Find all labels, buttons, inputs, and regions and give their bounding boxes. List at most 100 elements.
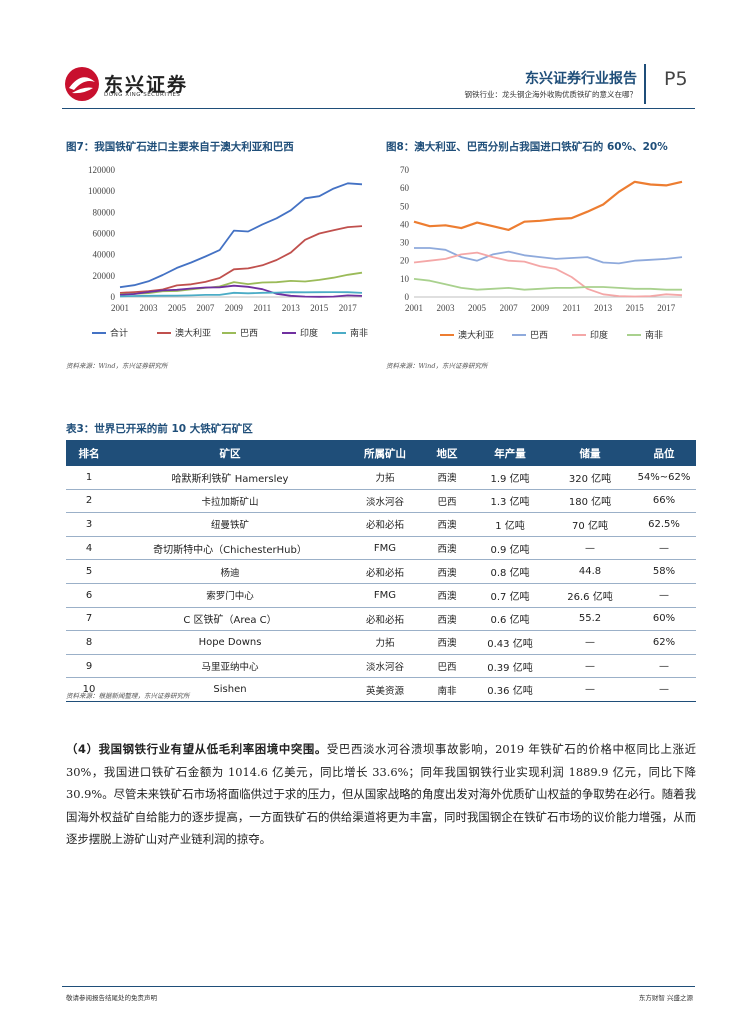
table-cell: 0.7 亿吨: [472, 583, 548, 608]
table-cell: 卡拉加斯矿山: [112, 489, 348, 514]
series-line-fig8-3: [413, 278, 682, 291]
table-row: 4 奇切斯特中心（ChichesterHub） FMG 西澳 0.9 亿吨 — —: [66, 536, 696, 561]
table-cell: 巴西: [422, 489, 472, 514]
table-cell: 西澳: [422, 559, 472, 584]
table-cell: 奇切斯特中心（ChichesterHub）: [112, 536, 348, 561]
legend-label: 巴西: [530, 330, 548, 341]
table-cell: —: [548, 630, 632, 655]
table-cell: 必和必拓: [348, 512, 422, 537]
x-tick-label: 2009: [531, 303, 550, 313]
y-tick-label: 0: [405, 292, 410, 302]
x-tick-label: 2009: [225, 303, 244, 313]
table-cell: 2: [66, 489, 112, 514]
y-tick-label: 30: [400, 238, 410, 248]
legend-label: 印度: [590, 329, 608, 341]
table-cell: 巴西: [422, 654, 472, 679]
table-cell: 英美资源: [348, 677, 422, 702]
x-tick-label: 2017: [657, 303, 676, 313]
table-row: 5 杨迪 必和必拓 西澳 0.8 亿吨 44.8 58%: [66, 559, 696, 584]
chart-fig8: 0 10 20 30 40 50 60 70 2001 2003 2005 2007 2009 2011 2…: [400, 165, 683, 341]
header-divider: [62, 108, 695, 109]
table-cell: 纽曼铁矿: [112, 512, 348, 537]
company-logo-icon: [65, 67, 99, 101]
legend-label: 南非: [645, 329, 663, 341]
table-cell: C 区铁矿（Area C）: [112, 607, 348, 632]
table-cell: 西澳: [422, 512, 472, 537]
table-cell: 60%: [632, 607, 696, 632]
table-cell: 4: [66, 536, 112, 561]
table-cell: 西澳: [422, 536, 472, 561]
legend-label: 合计: [110, 327, 128, 339]
y-tick-label: 0: [111, 292, 116, 302]
table-cell: 西澳: [422, 466, 472, 490]
table-cell: Hope Downs: [112, 630, 348, 655]
table-cell: 必和必拓: [348, 559, 422, 584]
figure7-source: 资料来源：Wind，东兴证券研究所: [66, 362, 168, 370]
table-cell: 1: [66, 466, 112, 490]
table-cell: 0.6 亿吨: [472, 607, 548, 632]
table-cell: 6: [66, 583, 112, 608]
x-tick-label: 2005: [468, 303, 487, 313]
y-tick-label: 60: [400, 183, 410, 193]
figure7-title: 图7：我国铁矿石进口主要来自于澳大利亚和巴西: [66, 141, 294, 153]
x-tick-label: 2015: [310, 303, 329, 313]
table-row: 8 Hope Downs 力拓 西澳 0.43 亿吨 —62%: [66, 630, 696, 655]
col-rank: 排名: [66, 440, 112, 466]
table-cell: 0.8 亿吨: [472, 559, 548, 584]
x-tick-label: 2003: [139, 303, 158, 313]
table-cell: —: [632, 677, 696, 702]
x-tick-label: 2003: [437, 303, 456, 313]
table-cell: 马里亚纳中心: [112, 654, 348, 679]
series-line-fig8-0: [413, 180, 683, 232]
x-tick-label: 2011: [563, 303, 581, 313]
table-row: 9 马里亚纳中心 淡水河谷 巴西 0.39 亿吨 — —: [66, 654, 696, 679]
table-cell: 0.43 亿吨: [472, 630, 548, 655]
table-cell: —: [632, 536, 696, 561]
table-cell: 淡水河谷: [348, 489, 422, 514]
x-tick-label: 2001: [111, 303, 129, 313]
x-tick-label: 2017: [339, 303, 358, 313]
x-tick-label: 2007: [500, 303, 519, 313]
table-cell: 180 亿吨: [548, 489, 632, 514]
x-tick-label: 2013: [594, 303, 613, 313]
table-cell: —: [632, 654, 696, 679]
table-cell: FMG: [348, 583, 422, 608]
x-tick-label: 2005: [168, 303, 187, 313]
y-tick-label: 60000: [93, 229, 116, 239]
table-cell: 58%: [632, 559, 696, 584]
table-cell: 54%~62%: [632, 466, 696, 490]
series-line-fig7-0: [119, 182, 363, 289]
table-row: 3 纽曼铁矿 必和必拓 西澳 1 亿吨 70 亿吨 62.5%: [66, 512, 696, 537]
table3-source: 资料来源：根据新闻整理，东兴证券研究所: [66, 692, 190, 700]
table-cell: 62.5%: [632, 512, 696, 537]
table-cell: 55.2: [548, 607, 632, 632]
x-tick-label: 2011: [254, 303, 272, 313]
legend-label: 南非: [350, 327, 368, 339]
table-cell: 1 亿吨: [472, 512, 548, 537]
table-cell: 西澳: [422, 607, 472, 632]
table-cell: 力拓: [348, 466, 422, 490]
page-number: P5: [664, 68, 688, 90]
table-cell: 索罗门中心: [112, 583, 348, 608]
y-tick-label: 20: [400, 256, 410, 266]
y-tick-label: 70: [400, 165, 410, 175]
table-cell: 8: [66, 630, 112, 655]
paragraph-body: 受巴西淡水河谷溃坝事故影响，2019 年铁矿石的价格中枢同比上涨近 30%，我国…: [66, 742, 696, 846]
chart-legend: 澳大利亚 巴西 印度 南非: [440, 329, 663, 341]
table-cell: 62%: [632, 630, 696, 655]
table-cell: 44.8: [548, 559, 632, 584]
x-tick-label: 2001: [405, 303, 423, 313]
table-row: 1 哈默斯利铁矿 Hamersley 力拓 西澳 1.9 亿吨 320 亿吨 54%~62%: [66, 466, 696, 490]
x-tick-label: 2007: [196, 303, 215, 313]
col-company: 所属矿山: [348, 440, 422, 466]
table-cell: 西澳: [422, 583, 472, 608]
series-line-fig7-4: [119, 291, 363, 298]
col-region: 地区: [422, 440, 472, 466]
table-row: 10 Sishen 英美资源 南非 0.36 亿吨 — —: [66, 677, 696, 702]
col-reserve: 储量: [548, 440, 632, 466]
table-cell: 南非: [422, 677, 472, 702]
legend-label: 澳大利亚: [175, 327, 211, 339]
col-mine: 矿区: [112, 440, 348, 466]
legend-label: 巴西: [240, 328, 258, 339]
table-cell: 1.9 亿吨: [472, 466, 548, 490]
